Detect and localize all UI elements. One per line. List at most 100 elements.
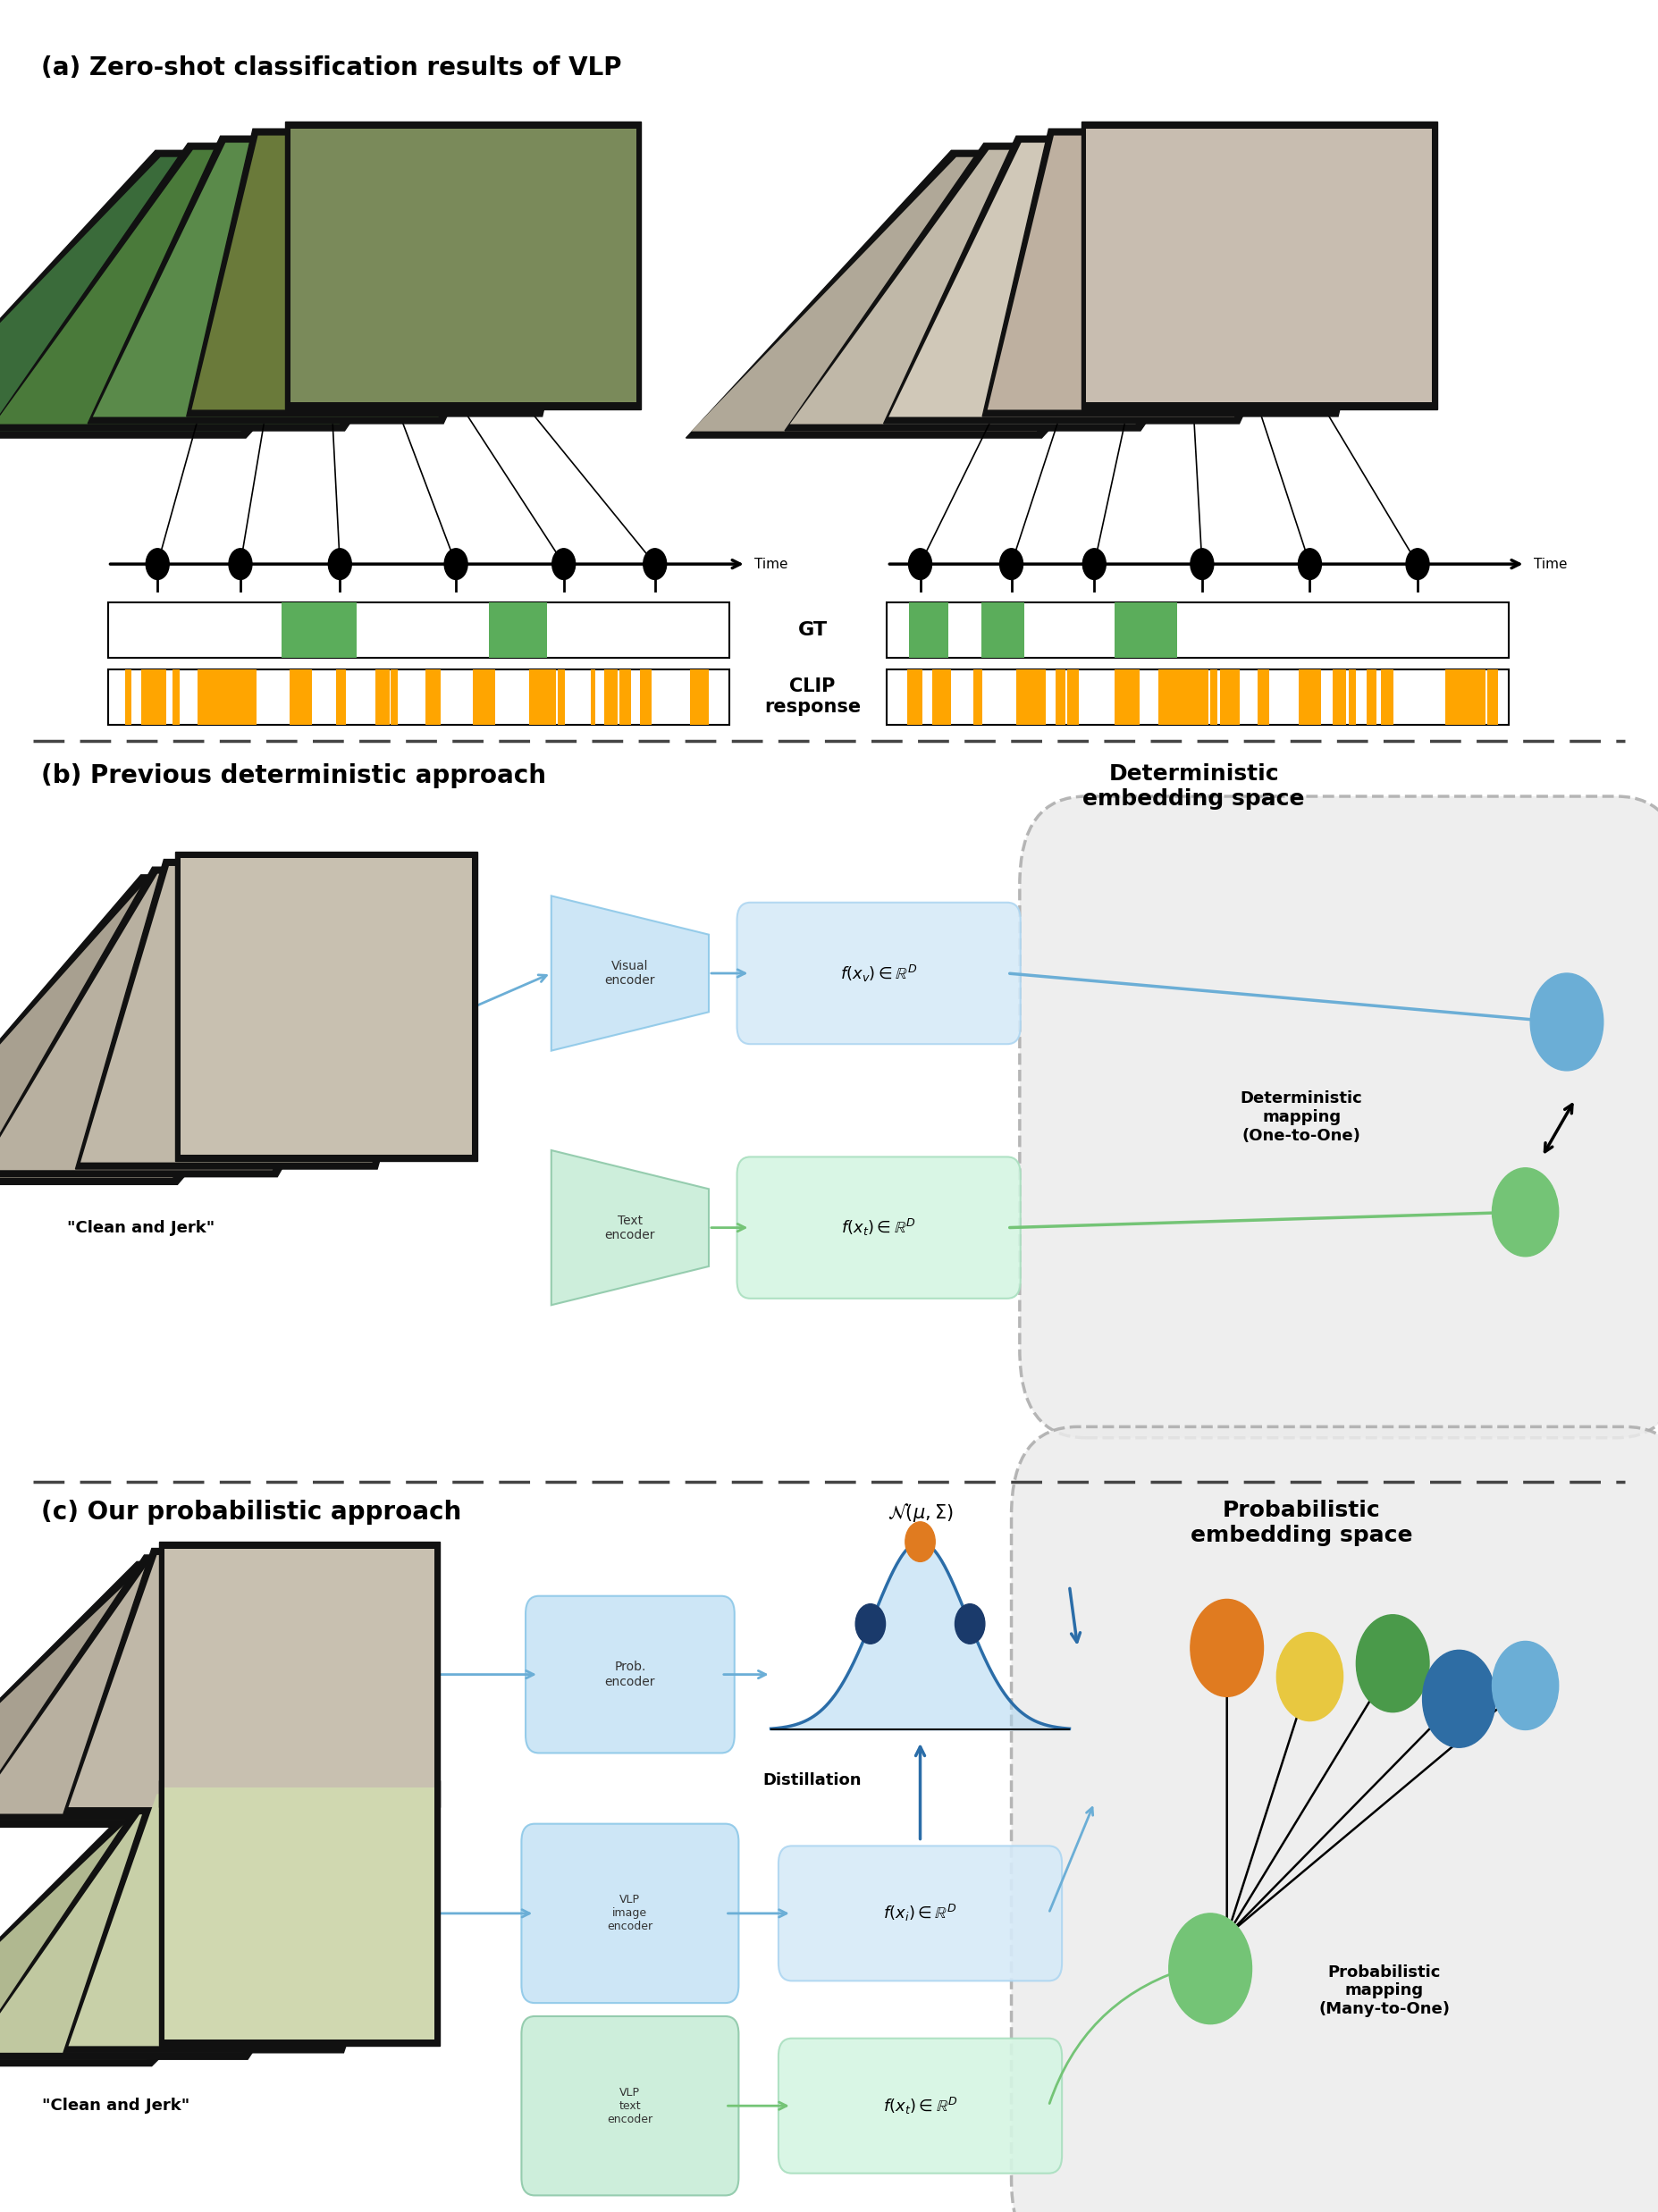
FancyBboxPatch shape <box>1487 668 1499 723</box>
FancyBboxPatch shape <box>1068 668 1079 723</box>
Text: $f(x_t) \in \mathbb{R}^D$: $f(x_t) \in \mathbb{R}^D$ <box>841 1217 917 1239</box>
Text: "Clean and Jerk": "Clean and Jerk" <box>41 2097 191 2115</box>
Text: Distillation: Distillation <box>763 1772 862 1787</box>
Polygon shape <box>290 128 637 403</box>
Circle shape <box>552 549 575 580</box>
FancyBboxPatch shape <box>207 668 216 723</box>
FancyBboxPatch shape <box>691 668 696 723</box>
FancyBboxPatch shape <box>909 602 948 659</box>
Polygon shape <box>76 858 466 1168</box>
FancyBboxPatch shape <box>1114 602 1177 659</box>
FancyBboxPatch shape <box>290 668 302 723</box>
FancyBboxPatch shape <box>620 668 632 723</box>
FancyBboxPatch shape <box>489 602 547 659</box>
FancyBboxPatch shape <box>1197 668 1207 723</box>
FancyBboxPatch shape <box>1033 668 1045 723</box>
FancyBboxPatch shape <box>973 668 983 723</box>
FancyBboxPatch shape <box>932 668 947 723</box>
Text: $f(x_v) \in \mathbb{R}^D$: $f(x_v) \in \mathbb{R}^D$ <box>841 962 917 984</box>
FancyBboxPatch shape <box>1300 668 1313 723</box>
Polygon shape <box>285 122 642 409</box>
FancyBboxPatch shape <box>738 1157 1020 1298</box>
Polygon shape <box>81 865 461 1161</box>
Text: Visual
encoder: Visual encoder <box>605 960 655 987</box>
FancyBboxPatch shape <box>1016 668 1028 723</box>
Text: Deterministic
embedding space: Deterministic embedding space <box>1083 763 1305 810</box>
Text: (a) Zero-shot classification results of VLP: (a) Zero-shot classification results of … <box>41 55 622 80</box>
FancyBboxPatch shape <box>1257 668 1270 723</box>
Circle shape <box>1406 549 1429 580</box>
Circle shape <box>856 1604 885 1644</box>
Polygon shape <box>68 1794 428 2046</box>
Polygon shape <box>0 1562 418 1827</box>
FancyBboxPatch shape <box>486 668 491 723</box>
Text: Time: Time <box>754 557 788 571</box>
Polygon shape <box>93 142 570 416</box>
FancyBboxPatch shape <box>700 668 710 723</box>
FancyBboxPatch shape <box>1446 668 1454 723</box>
FancyBboxPatch shape <box>290 668 303 723</box>
Polygon shape <box>691 157 1302 431</box>
Text: Probabilistic
mapping
(Many-to-One): Probabilistic mapping (Many-to-One) <box>1318 1964 1451 2017</box>
Polygon shape <box>686 150 1307 438</box>
FancyBboxPatch shape <box>242 668 257 723</box>
FancyBboxPatch shape <box>1021 668 1031 723</box>
Polygon shape <box>192 135 604 409</box>
Circle shape <box>1298 549 1321 580</box>
Polygon shape <box>164 1548 434 1801</box>
Polygon shape <box>884 135 1371 425</box>
Polygon shape <box>0 1555 424 1820</box>
Polygon shape <box>0 1562 419 1814</box>
FancyBboxPatch shape <box>938 668 950 723</box>
FancyBboxPatch shape <box>153 668 166 723</box>
FancyBboxPatch shape <box>108 602 730 659</box>
FancyBboxPatch shape <box>479 668 484 723</box>
Polygon shape <box>68 1555 428 1807</box>
Circle shape <box>909 549 932 580</box>
Polygon shape <box>88 135 575 425</box>
Circle shape <box>1169 1913 1252 2024</box>
Circle shape <box>146 549 169 580</box>
FancyBboxPatch shape <box>779 1845 1063 1982</box>
FancyBboxPatch shape <box>298 668 303 723</box>
Polygon shape <box>0 874 449 1170</box>
FancyBboxPatch shape <box>478 668 487 723</box>
Polygon shape <box>889 142 1366 416</box>
FancyBboxPatch shape <box>482 668 496 723</box>
Polygon shape <box>0 157 506 431</box>
Text: GT: GT <box>797 622 827 639</box>
Polygon shape <box>0 1801 418 2066</box>
FancyBboxPatch shape <box>1225 668 1240 723</box>
FancyBboxPatch shape <box>779 2039 1063 2172</box>
FancyBboxPatch shape <box>234 668 247 723</box>
Polygon shape <box>1086 128 1433 403</box>
Polygon shape <box>0 874 443 1183</box>
FancyBboxPatch shape <box>1366 668 1376 723</box>
Polygon shape <box>63 1787 433 2053</box>
Circle shape <box>1000 549 1023 580</box>
FancyBboxPatch shape <box>559 668 565 723</box>
Circle shape <box>328 549 351 580</box>
FancyBboxPatch shape <box>1190 668 1204 723</box>
Circle shape <box>955 1604 985 1644</box>
FancyBboxPatch shape <box>1210 668 1217 723</box>
Text: CLIP
response: CLIP response <box>764 677 861 717</box>
Circle shape <box>1492 1168 1559 1256</box>
Polygon shape <box>550 896 710 1051</box>
FancyBboxPatch shape <box>1020 796 1658 1438</box>
Text: (c) Our probabilistic approach: (c) Our probabilistic approach <box>41 1500 463 1524</box>
FancyBboxPatch shape <box>887 668 1509 723</box>
Circle shape <box>1277 1632 1343 1721</box>
Text: Time: Time <box>1534 557 1567 571</box>
Polygon shape <box>988 135 1399 409</box>
FancyBboxPatch shape <box>207 668 217 723</box>
Text: VLP
text
encoder: VLP text encoder <box>607 2086 653 2126</box>
Polygon shape <box>0 150 539 425</box>
Polygon shape <box>159 1781 439 2046</box>
FancyBboxPatch shape <box>522 1823 739 2004</box>
Polygon shape <box>0 1807 411 2059</box>
Polygon shape <box>0 867 454 1177</box>
Polygon shape <box>550 1150 710 1305</box>
Polygon shape <box>63 1548 433 1814</box>
FancyBboxPatch shape <box>522 2017 739 2194</box>
